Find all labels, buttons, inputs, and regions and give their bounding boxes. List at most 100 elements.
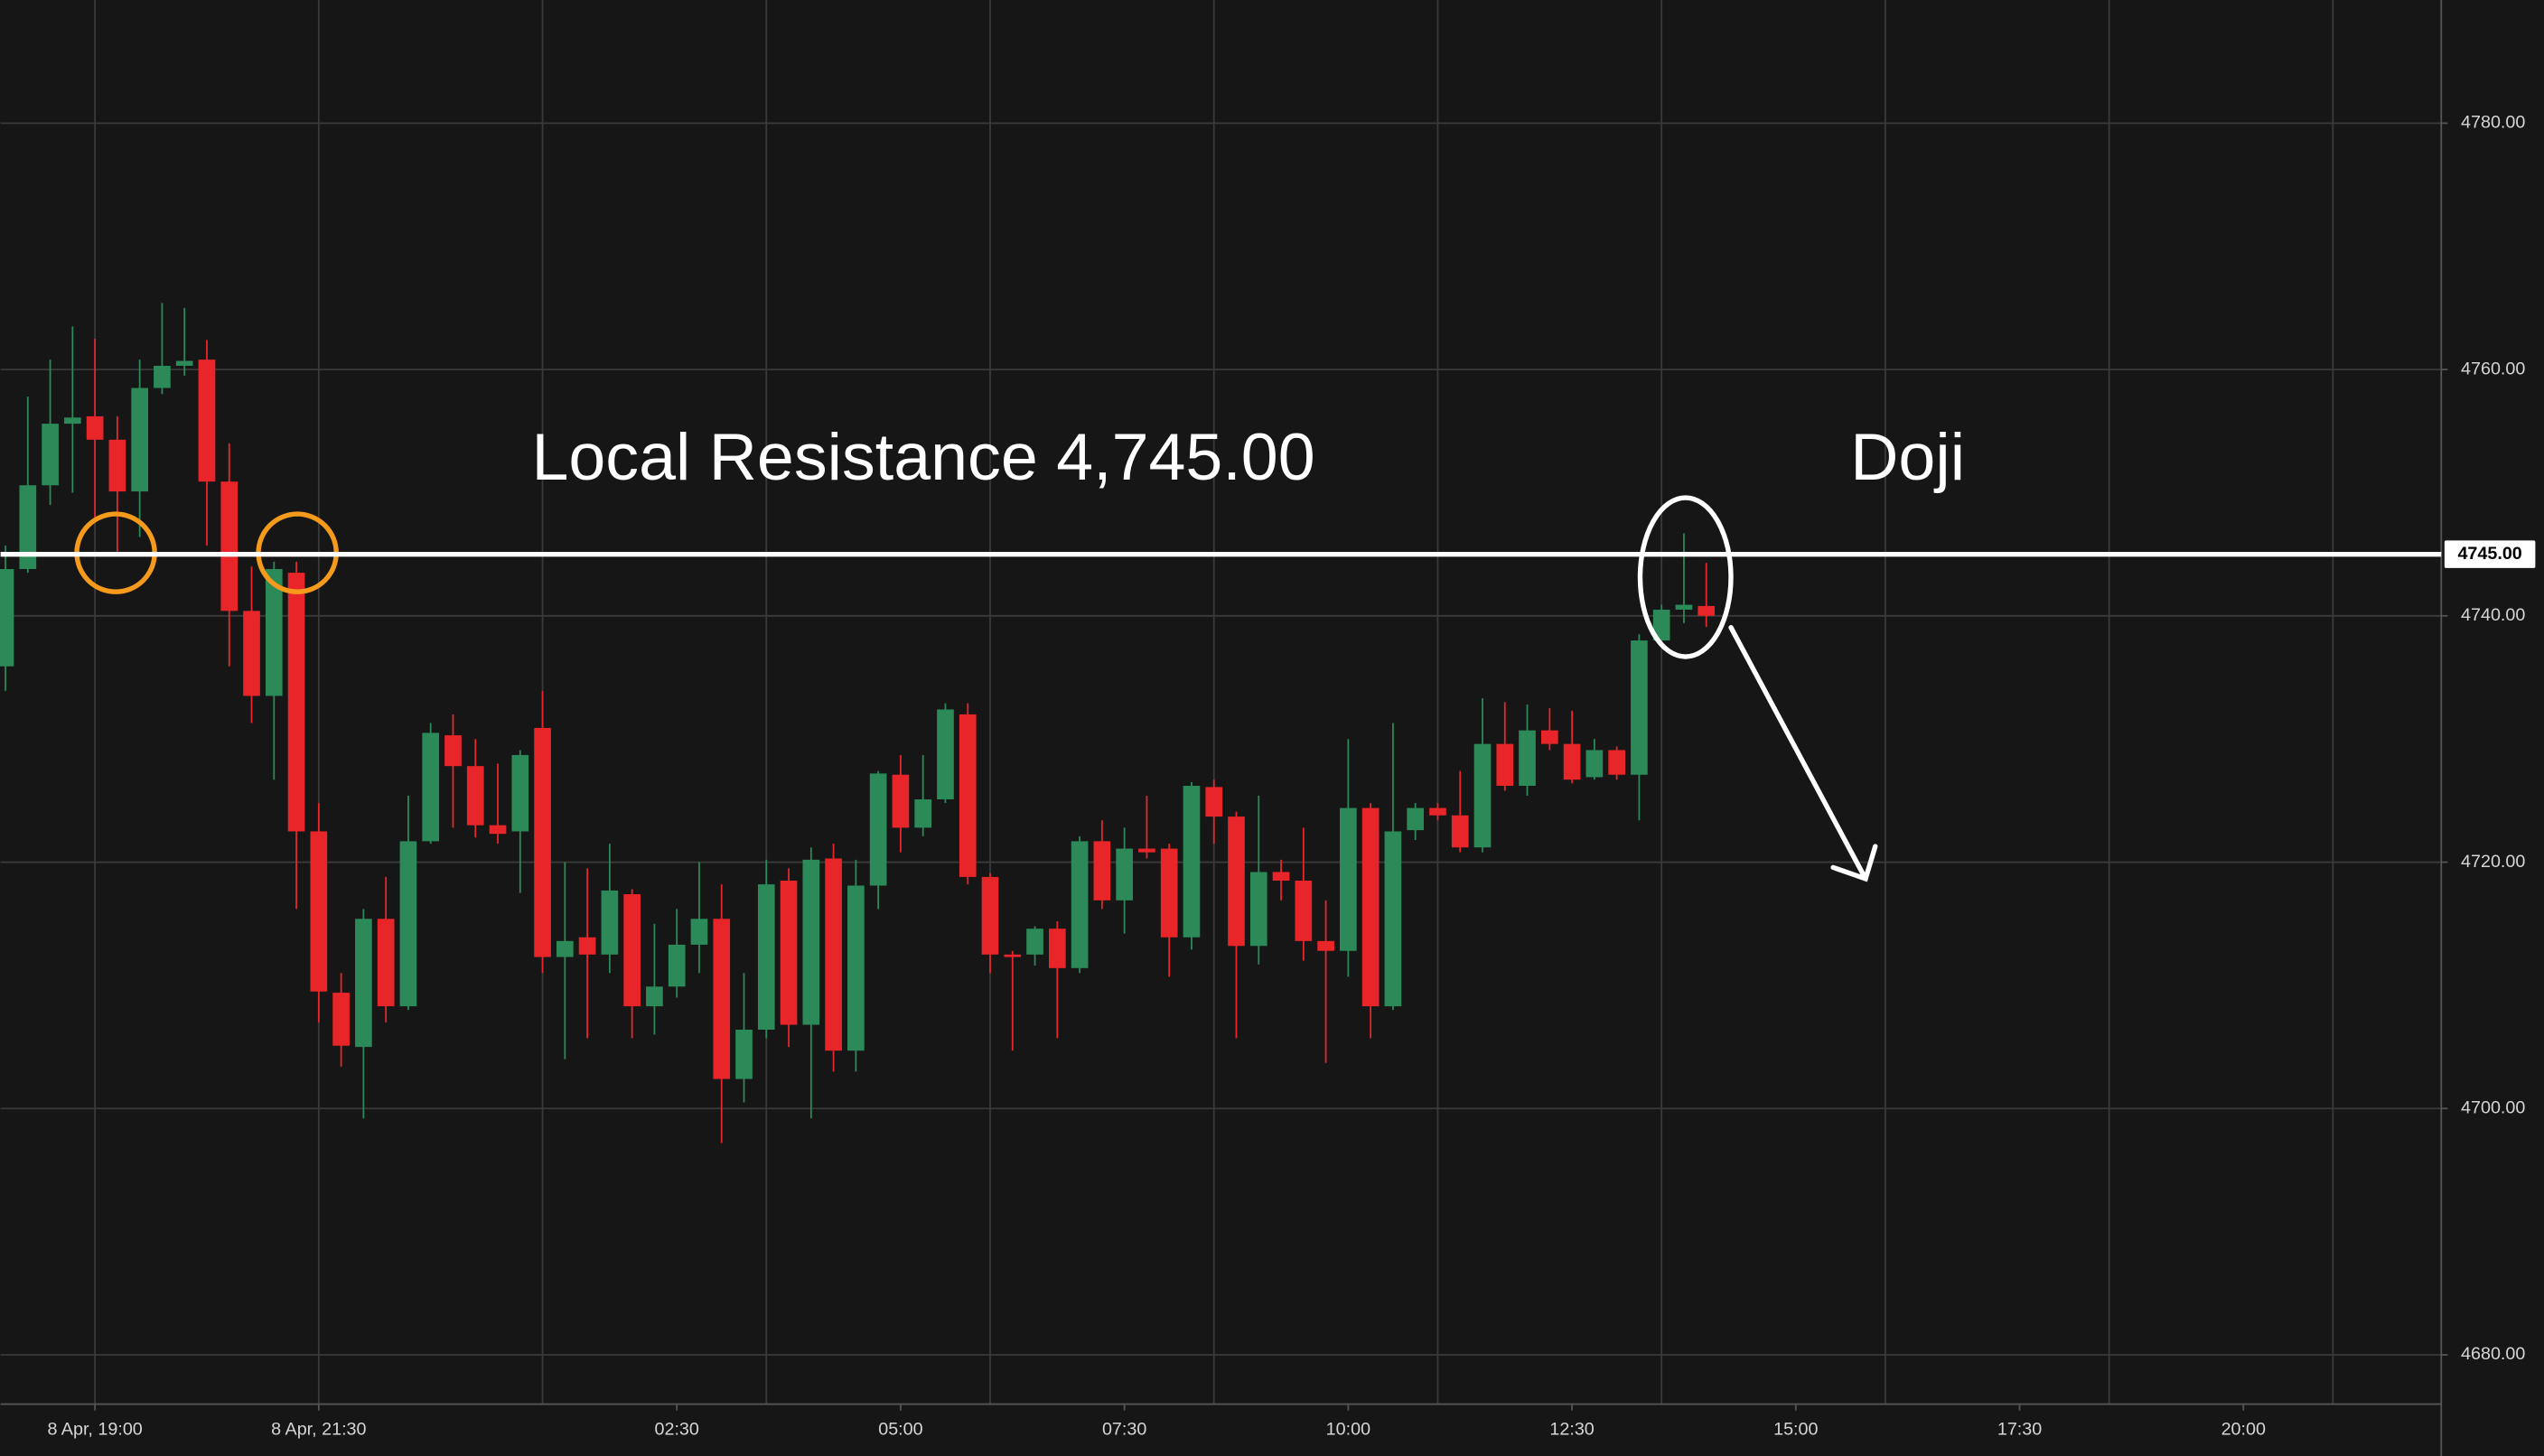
candle-body [1608,750,1625,775]
x-tick-label: 8 Apr, 21:30 [271,1419,366,1439]
x-tick-label: 15:00 [1773,1419,1818,1439]
annotation-text: Doji [1850,419,1965,494]
candle-body [959,714,977,877]
candle-body [64,417,81,425]
candle-body [287,573,305,832]
candle-body [802,859,820,1025]
candle-body [646,986,663,1007]
candle-body [108,439,126,492]
x-tick-label: 07:30 [1102,1419,1146,1439]
candle-body [1116,848,1133,901]
y-tick-label: 4680.00 [2461,1344,2525,1364]
candle-body [1631,640,1648,775]
candle-body [1340,807,1357,951]
candle-body [556,940,574,957]
candle-body [1451,815,1469,848]
candle-body [914,799,932,828]
y-tick-label: 4740.00 [2461,605,2525,625]
candle-body [399,841,417,1007]
candle-body [175,360,193,367]
candle-body [1540,730,1558,744]
candle-body [937,709,954,800]
candle-body [243,611,260,696]
x-tick-label: 02:30 [655,1419,699,1439]
candle-body [489,825,507,835]
candle-body [1496,743,1514,787]
candle-body [1429,807,1446,816]
candle-body [198,359,216,482]
x-tick-label: 20:00 [2221,1419,2266,1439]
candle-body [1228,817,1245,947]
axis-labels: 4680.00 4700.00 4720.00 4740.00 4760.00 4780.… [47,113,2525,1440]
candle-body [1160,848,1178,938]
candle-body [735,1030,753,1079]
resistance-label: 4745.00 [2457,544,2521,564]
candle-body [310,831,328,992]
candle-body [780,881,798,1025]
candle-body [623,894,641,1007]
candle-body [377,919,395,1007]
y-tick-label: 4780.00 [2461,113,2525,133]
candle-body [1295,881,1313,941]
candle-body [42,424,59,486]
candle-body [355,919,372,1048]
candle-body [1384,831,1402,1007]
candle-body [1249,872,1267,947]
candle-body [601,890,619,955]
candle-body [1093,841,1111,901]
candle-body [1048,929,1066,968]
candle-body [1407,807,1425,831]
arrow [1728,625,1878,882]
candle-body [1361,807,1380,1007]
candle-body [422,733,440,842]
candle-body [220,481,238,611]
doji-ellipse [1637,495,1734,659]
candle-body [0,569,14,667]
y-tick-label: 4760.00 [2461,359,2525,378]
x-tick-label: 10:00 [1326,1419,1370,1439]
candle-body [1071,841,1089,968]
candle-body [131,387,148,492]
x-tick-label: 05:00 [878,1419,922,1439]
candle-body [1585,750,1604,778]
candle-body [1205,787,1223,817]
x-tick-label: 17:30 [1997,1419,2042,1439]
candle-body [1473,743,1492,848]
candle-body [578,937,596,955]
candle-body [154,366,171,388]
candle-body [713,919,731,1079]
candle-body [1652,610,1670,641]
candle-body [19,485,37,570]
y-tick-label: 4700.00 [2461,1098,2525,1118]
candles [0,303,1716,1143]
candle-body [444,735,462,767]
candle-body [86,415,104,440]
x-tick-label: 8 Apr, 19:00 [47,1419,142,1439]
candle-body [1675,604,1693,611]
candle-body [1563,743,1581,780]
candle-body [265,569,283,696]
candle-body [847,885,865,1051]
candle-body [534,727,551,957]
candle-body [1183,786,1201,938]
candle-body [1272,872,1290,882]
candle-body [869,773,887,886]
candle-body [1026,929,1043,955]
candle-body [1698,605,1716,616]
candle-body [1317,940,1334,951]
y-tick-label: 4720.00 [2461,852,2525,872]
resistance-label-box [2444,540,2536,568]
x-tick-label: 12:30 [1549,1419,1594,1439]
candle-body [466,766,484,826]
candle-body [981,876,999,955]
candle-body [1138,848,1155,853]
candle-body [1004,954,1022,957]
candle-body [690,919,708,945]
candle-body [892,774,910,828]
grid [0,0,2442,1405]
candle-body [332,993,350,1046]
candle-body [511,754,529,832]
